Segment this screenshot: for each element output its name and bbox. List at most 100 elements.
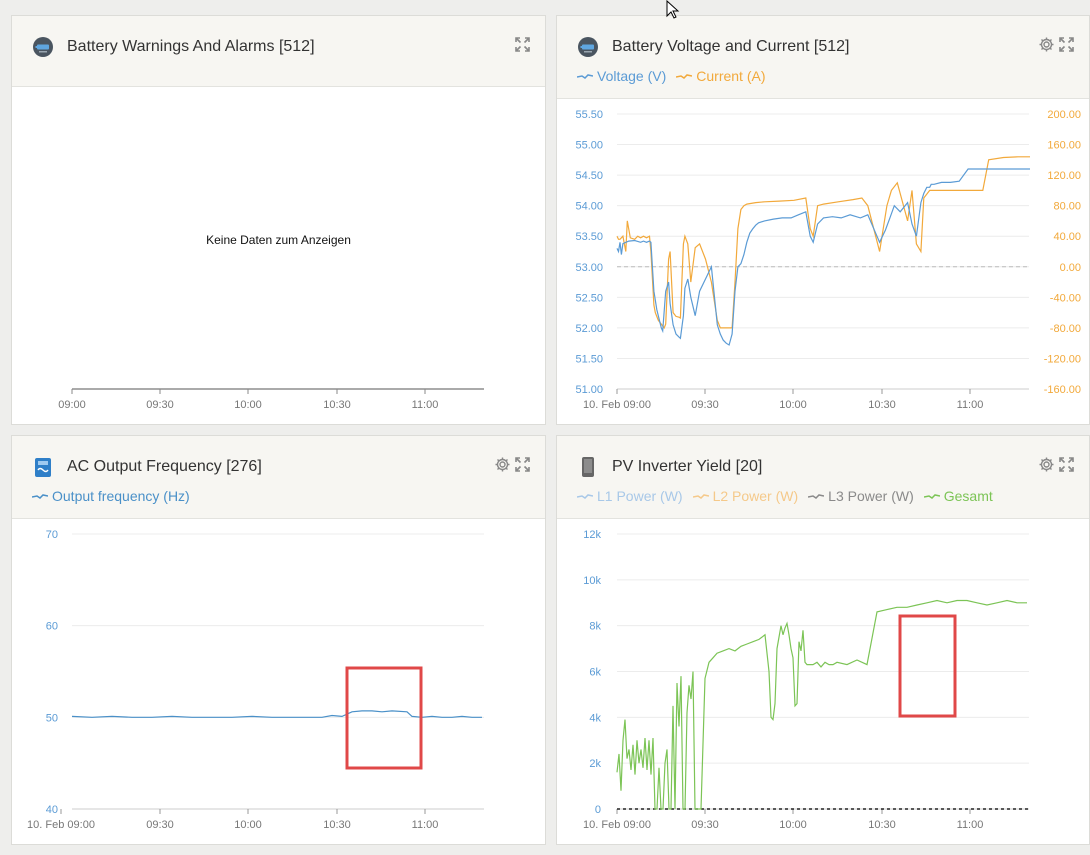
y-tick-label: 51.50 [575, 353, 603, 365]
y-tick-label: 55.50 [575, 109, 603, 121]
gear-icon[interactable] [494, 456, 511, 473]
y-tick-label: 0 [595, 804, 601, 816]
ac-frequency-panel: AC Output Frequency [276] Output frequen… [11, 435, 546, 845]
y2-tick-label: 120.00 [1047, 170, 1081, 182]
y-tick-label: 4k [589, 712, 601, 724]
gesamt-series-line [616, 599, 1027, 810]
x-tick-label: 10. Feb 09:00 [583, 399, 651, 411]
legend-l1[interactable]: L1 Power (W) [577, 488, 683, 504]
gear-icon[interactable] [1038, 456, 1055, 473]
legend-l2[interactable]: L2 Power (W) [692, 488, 799, 504]
y-tick-label: 53.00 [575, 262, 603, 274]
x-tick-label: 10. Feb 09:00 [27, 819, 95, 831]
line-marker-icon [808, 494, 825, 499]
expand-icon[interactable] [514, 36, 531, 53]
legend-label: L3 Power (W) [828, 488, 914, 504]
y-tick-label: 50 [46, 712, 58, 724]
line-marker-icon [923, 494, 940, 499]
x-tick-label: 09:30 [146, 399, 174, 411]
battery-icon [578, 37, 598, 57]
x-tick-label: 11:00 [957, 819, 984, 831]
panel-title: Battery Voltage and Current [512] [612, 38, 850, 55]
x-tick-label: 10:30 [323, 399, 351, 411]
legend-frequency[interactable]: Output frequency (Hz) [32, 488, 190, 504]
x-tick-label: 10:00 [779, 399, 807, 411]
legend-label: L1 Power (W) [597, 488, 683, 504]
x-tick-label: 10:30 [868, 399, 896, 411]
pv-inverter-icon [582, 457, 594, 477]
y-tick-label: 54.50 [575, 170, 603, 182]
expand-icon[interactable] [1058, 456, 1075, 473]
y-tick-label: 52.00 [575, 323, 603, 335]
voltage-series-line [616, 168, 1030, 346]
y-tick-label: 60 [46, 621, 58, 633]
battery-voltage-panel: Battery Voltage and Current [512] Voltag… [556, 15, 1090, 425]
panel-title: PV Inverter Yield [20] [612, 458, 763, 475]
y2-tick-label: -120.00 [1044, 353, 1081, 365]
y2-tick-label: -80.00 [1050, 323, 1081, 335]
pv-yield-chart: 12k 10k 8k 6k 4k 2k 0 10. Feb 09:00 09:30 10:00 10… [583, 529, 1029, 831]
x-tick-label: 09:30 [146, 819, 174, 831]
pv-yield-panel: PV Inverter Yield [20] L1 Power (W) [556, 435, 1090, 845]
battery-warnings-panel: Battery Warnings And Alarms [512] Keine … [11, 15, 546, 425]
x-tick-label: 10:00 [779, 819, 807, 831]
line-marker-icon [577, 74, 593, 79]
x-tick-label: 09:30 [691, 399, 719, 411]
legend-l3[interactable]: L3 Power (W) [808, 488, 914, 504]
x-tick-label: 09:00 [58, 399, 86, 411]
legend-label: Output frequency (Hz) [52, 488, 190, 504]
no-data-message: Keine Daten zum Anzeigen [206, 233, 351, 247]
y-tick-label: 2k [589, 758, 601, 770]
y-tick-label: 8k [589, 621, 601, 633]
y-tick-label: 6k [589, 667, 601, 679]
panel-header: Battery Voltage and Current [512] Voltag… [557, 16, 1089, 99]
expand-icon[interactable] [1058, 36, 1075, 53]
legend-label: Gesamt [943, 488, 993, 504]
y-tick-label: 52.50 [575, 292, 603, 304]
y2-tick-label: 80.00 [1053, 201, 1081, 213]
x-tick-label: 10. Feb 09:00 [583, 819, 651, 831]
mouse-cursor-icon [666, 0, 680, 19]
legend-gesamt[interactable]: Gesamt [923, 488, 993, 504]
legend-label: L2 Power (W) [712, 488, 799, 504]
y-tick-label: 70 [46, 529, 58, 541]
y2-tick-label: 40.00 [1053, 231, 1081, 243]
y-tick-label: 51.00 [575, 384, 603, 396]
legend-current[interactable]: Current (A) [676, 68, 766, 84]
frequency-series-line [71, 710, 482, 718]
panel-title: AC Output Frequency [276] [67, 458, 262, 475]
y2-tick-label: -160.00 [1044, 384, 1081, 396]
y-tick-label: 12k [583, 529, 601, 541]
battery-icon [33, 37, 53, 57]
y2-tick-label: 160.00 [1047, 140, 1081, 152]
warnings-chart: 09:00 09:30 10:00 10:30 11:00 [58, 388, 484, 411]
frequency-chart: 70 60 50 40 10. Feb 09:00 09:30 10:00 10:30 11:0… [27, 529, 484, 831]
y2-tick-label: 200.00 [1047, 109, 1081, 121]
inverter-icon [35, 458, 51, 477]
current-series-line [616, 156, 1030, 330]
y2-tick-label: -40.00 [1050, 292, 1081, 304]
x-tick-label: 11:00 [412, 819, 439, 831]
y-tick-label: 54.00 [575, 201, 603, 213]
highlight-box [898, 614, 957, 718]
expand-icon[interactable] [514, 456, 531, 473]
x-tick-label: 11:00 [412, 399, 439, 411]
line-marker-icon [32, 494, 48, 499]
x-tick-label: 10:00 [234, 819, 262, 831]
y-tick-label: 53.50 [575, 231, 603, 243]
panel-header: PV Inverter Yield [20] L1 Power (W) [557, 436, 1089, 519]
line-marker-icon [676, 74, 693, 79]
legend-voltage[interactable]: Voltage (V) [577, 68, 666, 84]
y2-tick-label: 0.00 [1060, 262, 1081, 274]
legend-label: Current (A) [696, 68, 766, 84]
x-tick-label: 10:00 [234, 399, 262, 411]
highlight-box [345, 666, 423, 770]
x-tick-label: 10:30 [323, 819, 351, 831]
panel-header: AC Output Frequency [276] Output frequen… [12, 436, 545, 519]
y-tick-label: 40 [46, 804, 58, 816]
line-marker-icon [692, 494, 709, 499]
x-tick-label: 10:30 [868, 819, 896, 831]
x-tick-label: 11:00 [957, 399, 984, 411]
gear-icon[interactable] [1038, 36, 1055, 53]
legend-label: Voltage (V) [597, 68, 667, 84]
